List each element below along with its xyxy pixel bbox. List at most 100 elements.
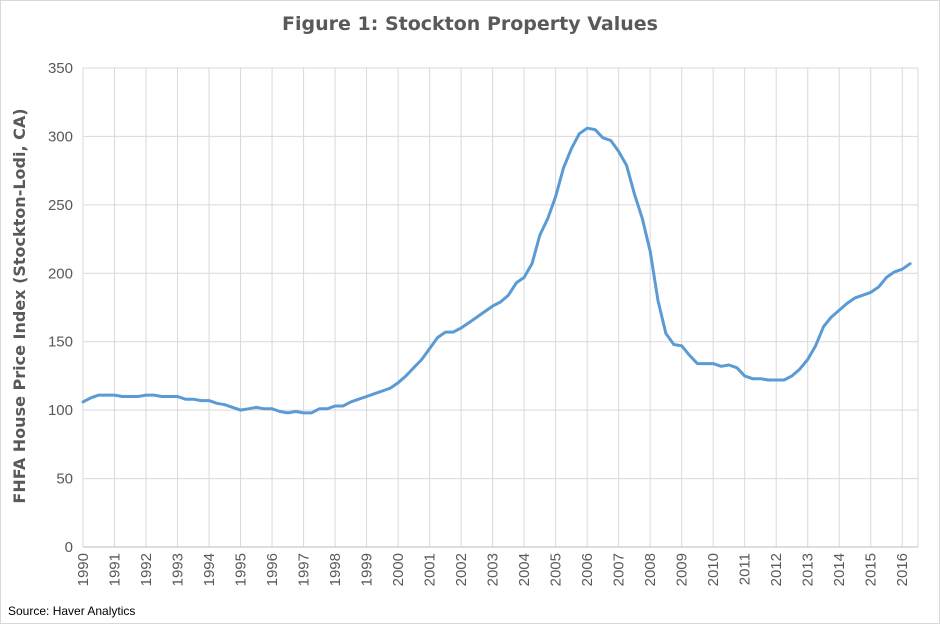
x-tick-label-2003: 2003 bbox=[485, 553, 502, 586]
data-point bbox=[680, 345, 682, 347]
data-point bbox=[610, 139, 612, 141]
data-point bbox=[893, 271, 895, 273]
data-point bbox=[184, 398, 186, 400]
data-point bbox=[224, 403, 226, 405]
data-point bbox=[350, 401, 352, 403]
data-point bbox=[547, 217, 549, 219]
data-point bbox=[515, 282, 517, 284]
data-point bbox=[499, 301, 501, 303]
series-layer bbox=[81, 126, 912, 415]
data-point bbox=[673, 343, 675, 345]
data-point bbox=[799, 368, 801, 370]
data-point bbox=[877, 286, 879, 288]
data-point bbox=[192, 398, 194, 400]
x-tick-label-1991: 1991 bbox=[107, 553, 124, 586]
data-point bbox=[570, 148, 572, 150]
data-point bbox=[137, 395, 139, 397]
data-point bbox=[239, 409, 241, 411]
data-point bbox=[775, 379, 777, 381]
data-point bbox=[255, 406, 257, 408]
data-point bbox=[759, 377, 761, 379]
data-point bbox=[358, 398, 360, 400]
data-point bbox=[82, 401, 84, 403]
y-tick-label-50: 50 bbox=[56, 471, 73, 488]
data-point bbox=[279, 410, 281, 412]
x-tick-label-1996: 1996 bbox=[264, 553, 281, 586]
data-point bbox=[168, 395, 170, 397]
data-point bbox=[444, 331, 446, 333]
x-tick-label-1990: 1990 bbox=[75, 553, 92, 586]
data-point bbox=[822, 325, 824, 327]
data-point bbox=[105, 394, 107, 396]
data-point bbox=[783, 379, 785, 381]
data-point bbox=[247, 408, 249, 410]
data-point bbox=[208, 399, 210, 401]
data-point bbox=[405, 375, 407, 377]
data-point bbox=[90, 397, 92, 399]
data-point bbox=[862, 294, 864, 296]
data-point bbox=[365, 395, 367, 397]
data-point bbox=[602, 137, 604, 139]
data-point bbox=[767, 379, 769, 381]
x-tick-label-2013: 2013 bbox=[800, 553, 817, 586]
chart-title: Figure 1: Stockton Property Values bbox=[282, 13, 658, 35]
data-point bbox=[617, 150, 619, 152]
series-line-0 bbox=[81, 126, 912, 415]
y-tick-label-100: 100 bbox=[48, 402, 73, 419]
data-point bbox=[704, 362, 706, 364]
y-tick-label-0: 0 bbox=[65, 539, 73, 556]
data-point bbox=[720, 365, 722, 367]
x-tick-label-1992: 1992 bbox=[138, 553, 155, 586]
x-tick-label-2014: 2014 bbox=[831, 553, 848, 586]
data-point bbox=[531, 263, 533, 265]
x-tick-label-2009: 2009 bbox=[674, 553, 691, 586]
data-point bbox=[830, 316, 832, 318]
data-point bbox=[728, 364, 730, 366]
data-point bbox=[129, 395, 131, 397]
data-point bbox=[145, 394, 147, 396]
data-point bbox=[287, 412, 289, 414]
x-tick-label-2000: 2000 bbox=[390, 553, 407, 586]
x-tick-labels: 1990 1991 1992 1993 1994 1995 1996 1997 1998 1999… bbox=[75, 553, 911, 586]
data-point bbox=[271, 408, 273, 410]
data-point bbox=[838, 309, 840, 311]
y-tick-label-350: 350 bbox=[48, 60, 73, 77]
data-point bbox=[334, 405, 336, 407]
x-tick-label-1994: 1994 bbox=[201, 553, 218, 586]
data-point bbox=[633, 193, 635, 195]
data-point bbox=[523, 276, 525, 278]
data-point bbox=[373, 393, 375, 395]
data-point bbox=[870, 291, 872, 293]
data-point bbox=[696, 362, 698, 364]
y-tick-label-250: 250 bbox=[48, 197, 73, 214]
x-tick-label-1997: 1997 bbox=[296, 553, 313, 586]
data-point bbox=[476, 316, 478, 318]
data-point bbox=[909, 263, 911, 265]
x-tick-label-2016: 2016 bbox=[894, 553, 911, 586]
data-point bbox=[113, 394, 115, 396]
x-tick-label-2007: 2007 bbox=[611, 553, 628, 586]
x-tick-label-1998: 1998 bbox=[327, 553, 344, 586]
data-point bbox=[665, 332, 667, 334]
data-point bbox=[539, 234, 541, 236]
x-tick-label-1995: 1995 bbox=[233, 553, 250, 586]
x-tick-label-2005: 2005 bbox=[548, 553, 565, 586]
data-point bbox=[200, 399, 202, 401]
data-point bbox=[807, 358, 809, 360]
data-point bbox=[712, 362, 714, 364]
data-point bbox=[507, 294, 509, 296]
data-point bbox=[161, 395, 163, 397]
data-point bbox=[176, 395, 178, 397]
data-point bbox=[484, 310, 486, 312]
data-point bbox=[594, 128, 596, 130]
data-point bbox=[421, 358, 423, 360]
data-point bbox=[216, 402, 218, 404]
data-point bbox=[318, 408, 320, 410]
y-tick-label-300: 300 bbox=[48, 128, 73, 145]
data-point bbox=[586, 127, 588, 129]
x-tick-label-2011: 2011 bbox=[737, 553, 754, 585]
data-point bbox=[452, 331, 454, 333]
data-point bbox=[98, 394, 100, 396]
data-point bbox=[901, 268, 903, 270]
x-tick-label-2012: 2012 bbox=[768, 553, 785, 586]
